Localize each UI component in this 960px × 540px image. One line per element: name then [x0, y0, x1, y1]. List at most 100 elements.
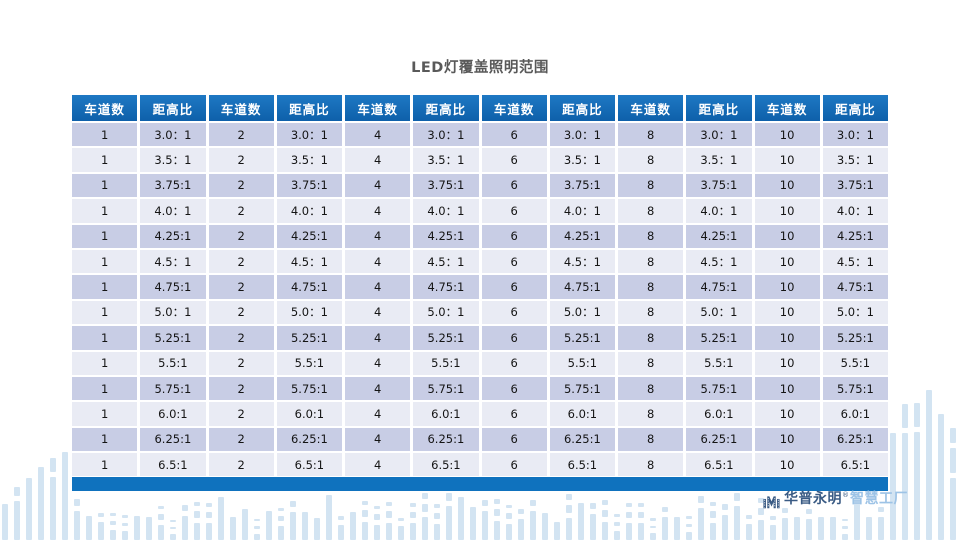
- decor-bar-segment: [110, 513, 116, 516]
- decor-bar: [938, 414, 944, 540]
- ratio-cell: 3.5：1: [549, 148, 615, 172]
- decor-bar-segment: [746, 523, 752, 540]
- decor-bar-segment: [914, 403, 920, 427]
- ratio-cell: 5.25:1: [549, 326, 615, 350]
- ratio-cell: 3.0：1: [822, 123, 888, 147]
- decor-bar-segment: [746, 515, 752, 519]
- decor-bar-segment: [314, 518, 320, 540]
- decor-bar-segment: [230, 517, 236, 540]
- decor-bar: [434, 503, 440, 540]
- decor-bar: [86, 516, 92, 540]
- ratio-cell: 3.5：1: [140, 148, 206, 172]
- decor-bar-segment: [446, 493, 452, 501]
- decor-bar: [626, 503, 632, 540]
- decor-bar: [110, 513, 116, 540]
- decor-bar: [518, 509, 524, 540]
- ratio-cell: 6.25:1: [549, 427, 615, 452]
- column-header-lanes: 车道数: [72, 95, 138, 121]
- decor-bar-segment: [470, 507, 476, 540]
- decor-bar-segment: [566, 504, 572, 514]
- decor-bar-segment: [842, 519, 848, 522]
- ratio-cell: 5.0：1: [413, 300, 479, 325]
- decor-bar-segment: [302, 512, 308, 540]
- lane-cell: 6: [481, 249, 547, 274]
- table-footer-bar: [72, 477, 888, 492]
- decor-bar-segment: [590, 503, 596, 509]
- lane-cell: 6: [481, 199, 547, 223]
- lane-cell: 4: [345, 376, 411, 401]
- lane-cell: 6: [481, 453, 547, 477]
- decor-bar: [302, 512, 308, 540]
- lane-cell: 8: [618, 300, 684, 325]
- decor-bar-segment: [566, 493, 572, 500]
- lane-cell: 1: [72, 427, 138, 452]
- lane-cell: 4: [345, 351, 411, 375]
- ratio-cell: 5.5:1: [822, 351, 888, 375]
- decor-bar: [950, 417, 956, 540]
- ratio-cell: 3.75:1: [686, 173, 752, 198]
- lane-cell: 1: [72, 300, 138, 325]
- lane-cell: 8: [618, 427, 684, 452]
- column-header-lanes: 车道数: [345, 95, 411, 121]
- lane-cell: 6: [481, 300, 547, 325]
- decor-bar-segment: [194, 511, 200, 519]
- decor-bar-segment: [122, 522, 128, 527]
- decor-bar-segment: [422, 503, 428, 513]
- lane-cell: 1: [72, 326, 138, 350]
- lane-cell: 8: [618, 123, 684, 147]
- ratio-cell: 4.0：1: [686, 199, 752, 223]
- decor-bar-segment: [614, 530, 620, 540]
- ratio-cell: 6.25:1: [413, 427, 479, 452]
- ratio-cell: 5.25:1: [140, 326, 206, 350]
- decor-bar-segment: [26, 478, 32, 540]
- decor-bar-segment: [14, 501, 20, 540]
- decor-bar-segment: [842, 526, 848, 529]
- ratio-cell: 5.5:1: [276, 351, 342, 375]
- ratio-cell: 6.5:1: [276, 453, 342, 477]
- decor-bar-segment: [374, 506, 380, 510]
- decor-bar-segment: [206, 511, 212, 518]
- ratio-cell: 3.5：1: [276, 148, 342, 172]
- decor-bar-segment: [662, 507, 668, 512]
- decor-bar-segment: [482, 511, 488, 540]
- decor-bar: [326, 495, 332, 540]
- trademark-symbol: ®: [842, 491, 849, 499]
- decor-bar-segment: [362, 522, 368, 540]
- decor-bar: [506, 505, 512, 540]
- decor-bar-segment: [2, 504, 8, 540]
- ratio-cell: 4.0：1: [276, 199, 342, 223]
- ratio-cell: 6.0:1: [822, 402, 888, 426]
- ratio-cell: 5.5:1: [686, 351, 752, 375]
- decor-bar: [458, 497, 464, 540]
- decor-bar-segment: [50, 458, 56, 472]
- decor-bar: [542, 513, 548, 540]
- decor-bar: [890, 433, 896, 540]
- ratio-cell: 4.5：1: [686, 249, 752, 274]
- decor-bar-segment: [662, 516, 668, 540]
- lane-cell: 2: [208, 148, 274, 172]
- decor-bar: [350, 512, 356, 540]
- ratio-cell: 6.0:1: [140, 402, 206, 426]
- decor-bar-segment: [254, 519, 260, 522]
- decor-bar-segment: [170, 520, 176, 523]
- decor-bar: [278, 508, 284, 540]
- decor-bar-segment: [182, 505, 188, 511]
- decor-bar: [398, 518, 404, 540]
- decor-bar-segment: [950, 448, 956, 473]
- column-header-ratio: 距高比: [822, 95, 888, 121]
- lane-cell: 2: [208, 326, 274, 350]
- ratio-cell: 6.25:1: [822, 427, 888, 452]
- lane-cell: 1: [72, 249, 138, 274]
- column-header-lanes: 车道数: [208, 95, 274, 121]
- decor-bar-segment: [338, 524, 344, 540]
- decor-bar-segment: [50, 477, 56, 540]
- lane-cell: 6: [481, 326, 547, 350]
- decor-bar-segment: [62, 452, 68, 540]
- ratio-cell: 4.0：1: [822, 199, 888, 223]
- decor-bar-segment: [254, 526, 260, 529]
- decor-bar: [818, 517, 824, 540]
- decor-bar-segment: [926, 390, 932, 540]
- decor-bar-segment: [494, 520, 500, 540]
- decor-bar: [578, 503, 584, 540]
- decor-bar: [638, 503, 644, 540]
